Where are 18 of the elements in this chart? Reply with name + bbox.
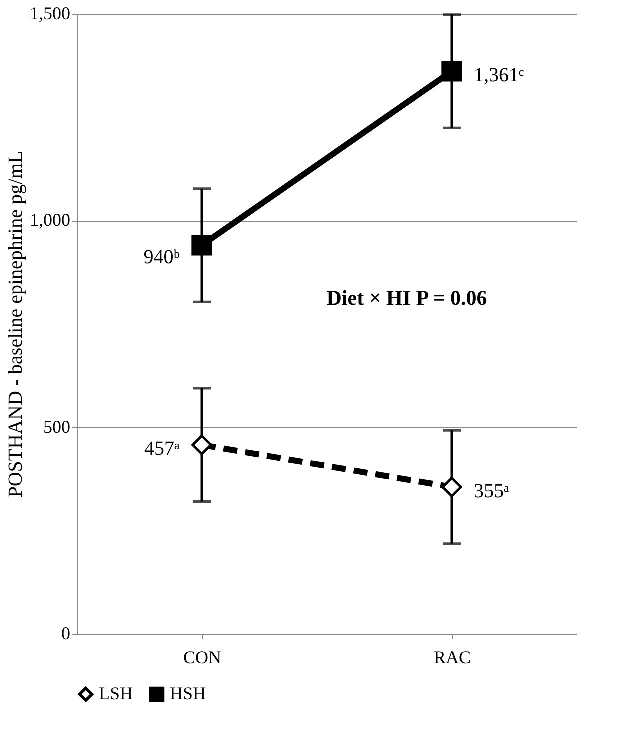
y-axis-title: POSTHAND - baseline epinephrine pg/mL bbox=[5, 151, 27, 498]
x-tick-label: CON bbox=[183, 648, 222, 668]
point bbox=[442, 476, 462, 498]
y-tick-label: 0 bbox=[62, 624, 70, 644]
data-label: 457ᵃ bbox=[144, 438, 181, 460]
y-tick-label: 500 bbox=[44, 416, 70, 437]
point bbox=[442, 61, 462, 82]
data-label: 1,361ᶜ bbox=[474, 64, 524, 86]
point bbox=[192, 235, 212, 256]
y-tick-label: 1,000 bbox=[30, 210, 70, 230]
legend-label: HSH bbox=[170, 683, 206, 704]
data-label: 940ᵇ bbox=[144, 246, 180, 268]
point bbox=[192, 434, 212, 456]
annotation: Diet × HI P = 0.06 bbox=[326, 286, 488, 310]
y-tick-label: 1,500 bbox=[30, 4, 70, 24]
x-tick-label: RAC bbox=[434, 648, 472, 668]
legend-label: LSH bbox=[99, 683, 134, 704]
data-label: 355ᵃ bbox=[474, 480, 510, 502]
